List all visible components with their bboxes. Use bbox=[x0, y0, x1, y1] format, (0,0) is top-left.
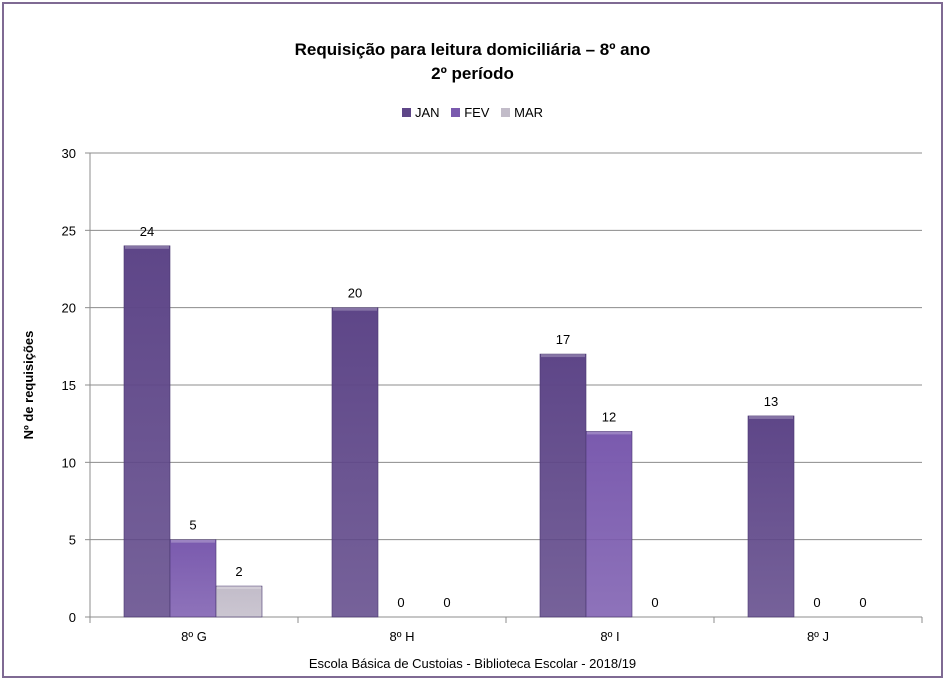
legend-swatch-mar bbox=[501, 108, 511, 117]
y-axis-label: Nº de requisições bbox=[21, 331, 36, 440]
chart-legend: JAN FEV MAR bbox=[0, 105, 945, 120]
legend-swatch-fev bbox=[451, 108, 461, 117]
bar-highlight-mar-0 bbox=[217, 586, 261, 590]
bar-highlight-jan-0 bbox=[125, 245, 169, 249]
legend-label-fev: FEV bbox=[464, 105, 490, 120]
data-label-jan-2: 17 bbox=[556, 332, 570, 347]
x-tick-label: 8º J bbox=[807, 629, 829, 644]
y-tick-label: 15 bbox=[62, 378, 76, 393]
bar-jan-0 bbox=[123, 245, 171, 618]
y-tick-label: 10 bbox=[62, 455, 76, 470]
y-tick-label: 0 bbox=[69, 610, 76, 625]
y-tick-label: 20 bbox=[62, 301, 76, 316]
bar-fev-0 bbox=[169, 539, 217, 618]
bar-highlight-fev-0 bbox=[171, 539, 215, 543]
data-label-mar-1: 0 bbox=[443, 595, 450, 610]
data-label-mar-2: 0 bbox=[651, 595, 658, 610]
x-tick-label: 8º I bbox=[600, 629, 619, 644]
chart-footer: Escola Básica de Custoias - Biblioteca E… bbox=[308, 656, 637, 671]
legend-item-mar: MAR bbox=[501, 105, 543, 120]
data-label-fev-0: 5 bbox=[189, 518, 196, 533]
y-tick-label: 30 bbox=[62, 146, 76, 161]
legend-label-mar: MAR bbox=[514, 105, 543, 120]
data-label-fev-2: 12 bbox=[602, 409, 616, 424]
data-label-jan-3: 13 bbox=[764, 394, 778, 409]
bar-jan-1 bbox=[331, 307, 379, 618]
legend-label-jan: JAN bbox=[415, 105, 440, 120]
bar-jan-3 bbox=[747, 415, 795, 618]
x-tick-label: 8º G bbox=[181, 629, 207, 644]
bar-fev-2 bbox=[585, 431, 633, 618]
bar-highlight-jan-1 bbox=[333, 307, 377, 311]
x-tick-label: 8º H bbox=[390, 629, 415, 644]
data-label-fev-1: 0 bbox=[397, 595, 404, 610]
chart-title: Requisição para leitura domiciliária – 8… bbox=[294, 40, 651, 59]
legend-item-jan: JAN bbox=[402, 105, 440, 120]
bar-highlight-fev-2 bbox=[587, 431, 631, 435]
legend-item-fev: FEV bbox=[451, 105, 489, 120]
data-label-mar-3: 0 bbox=[859, 595, 866, 610]
data-label-fev-3: 0 bbox=[813, 595, 820, 610]
chart-title-block: Requisição para leitura domiciliária – 8… bbox=[0, 38, 945, 86]
data-label-jan-0: 24 bbox=[140, 224, 154, 239]
bar-highlight-jan-2 bbox=[541, 354, 585, 358]
y-tick-label: 25 bbox=[62, 223, 76, 238]
bar-jan-2 bbox=[539, 353, 587, 618]
legend-swatch-jan bbox=[402, 108, 411, 117]
data-label-jan-1: 20 bbox=[348, 286, 362, 301]
bar-mar-0 bbox=[215, 585, 263, 618]
data-label-mar-0: 2 bbox=[235, 564, 242, 579]
bar-highlight-jan-3 bbox=[749, 415, 793, 419]
chart-subtitle: 2º período bbox=[431, 64, 514, 83]
y-tick-label: 5 bbox=[69, 533, 76, 548]
